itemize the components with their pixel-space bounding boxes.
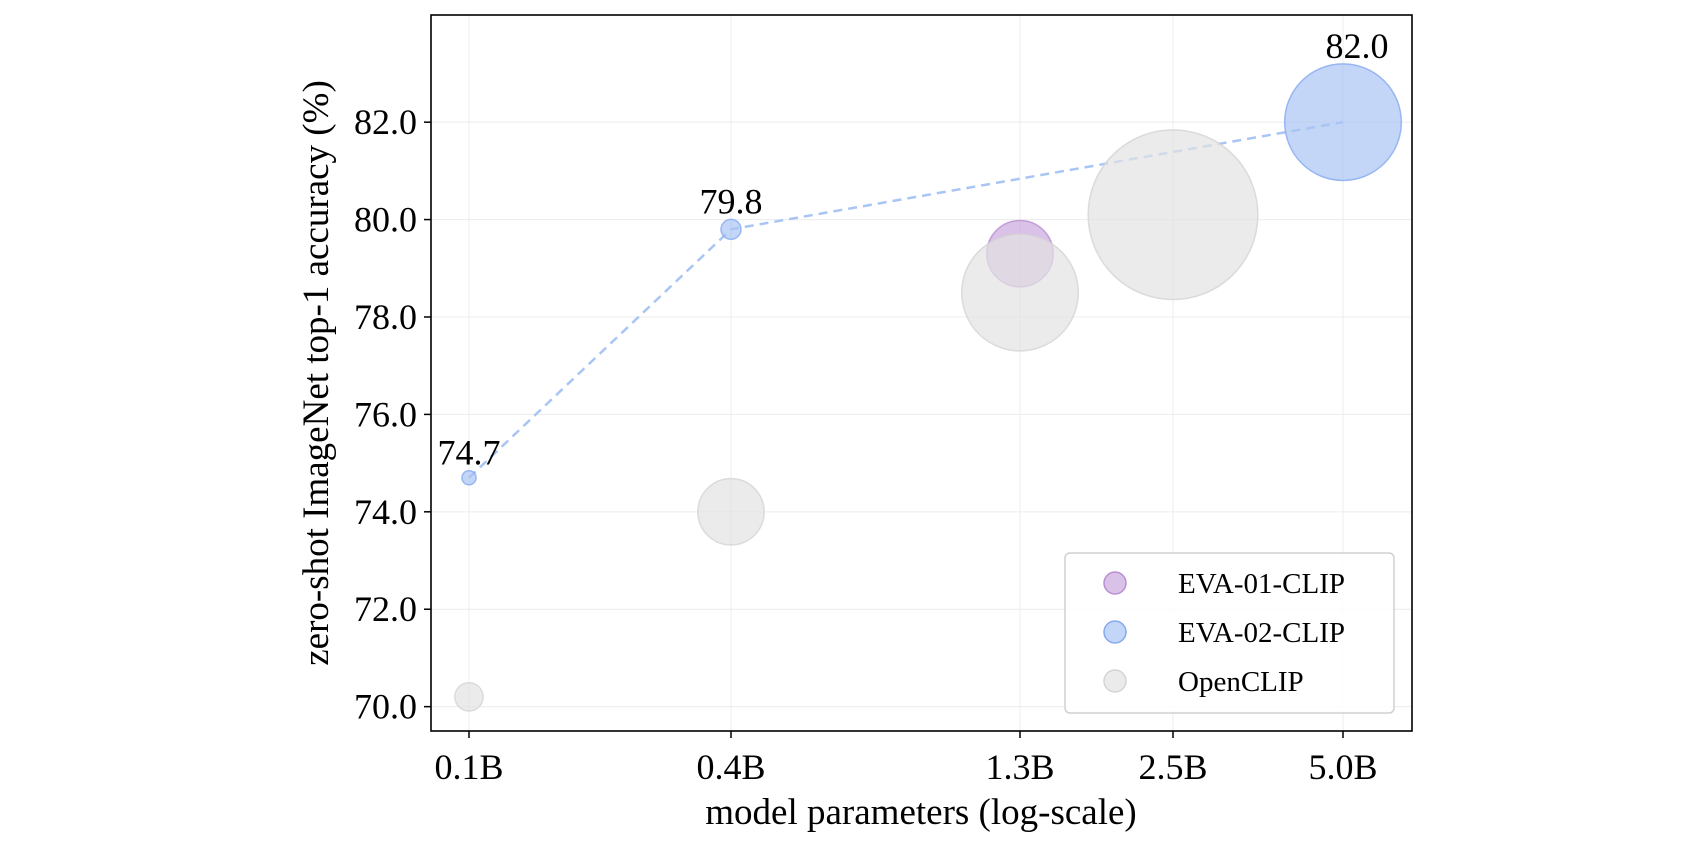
y-tick-label: 76.0	[354, 394, 417, 434]
data-labels: 74.7 79.8 82.0	[438, 26, 1389, 473]
bubbles	[454, 63, 1403, 712]
eva-02-clip-bubble	[1283, 63, 1403, 182]
eva-02-clip-bubble	[461, 469, 477, 486]
legend-marker-eva-01-clip	[1103, 571, 1127, 595]
openclip-bubble	[697, 477, 765, 546]
legend: EVA-01-CLIP EVA-02-CLIP OpenCLIP	[1064, 552, 1395, 714]
y-axis-label: zero-shot ImageNet top-1 accuracy (%)	[296, 80, 337, 666]
x-tick-label: 0.4B	[696, 747, 765, 787]
legend-label-eva-01-clip: EVA-01-CLIP	[1178, 568, 1345, 600]
data-label: 79.8	[700, 181, 763, 221]
legend-marker-openclip	[1103, 669, 1127, 693]
x-tick-label: 2.5B	[1138, 747, 1207, 787]
data-label: 82.0	[1326, 26, 1389, 66]
x-tick-label: 1.3B	[985, 747, 1054, 787]
y-tick-label: 82.0	[354, 102, 417, 142]
y-tick-label: 72.0	[354, 589, 417, 629]
openclip-bubble	[960, 233, 1080, 352]
x-axis-label: model parameters (log-scale)	[705, 792, 1136, 833]
eva-02-clip-bubble	[720, 218, 742, 241]
x-axis-ticks: 0.1B 0.4B 1.3B 2.5B 5.0B	[434, 731, 1378, 787]
y-tick-label: 78.0	[354, 297, 417, 337]
plot-frame	[430, 14, 1413, 732]
legend-label-eva-02-clip: EVA-02-CLIP	[1178, 617, 1345, 649]
legend-label-openclip: OpenCLIP	[1178, 666, 1304, 698]
x-tick-label: 0.1B	[434, 747, 503, 787]
x-tick-label: 5.0B	[1308, 747, 1377, 787]
legend-marker-eva-02-clip	[1103, 620, 1127, 644]
y-axis-ticks: 70.0 72.0 74.0 76.0 78.0 80.0 82.0	[354, 102, 431, 727]
legend-frame	[1064, 552, 1395, 714]
y-tick-label: 74.0	[354, 492, 417, 532]
y-tick-label: 70.0	[354, 687, 417, 727]
data-label: 74.7	[438, 433, 501, 473]
openclip-bubble	[1087, 129, 1259, 301]
openclip-bubble	[454, 682, 484, 712]
y-tick-label: 80.0	[354, 200, 417, 240]
grid	[431, 15, 1412, 731]
